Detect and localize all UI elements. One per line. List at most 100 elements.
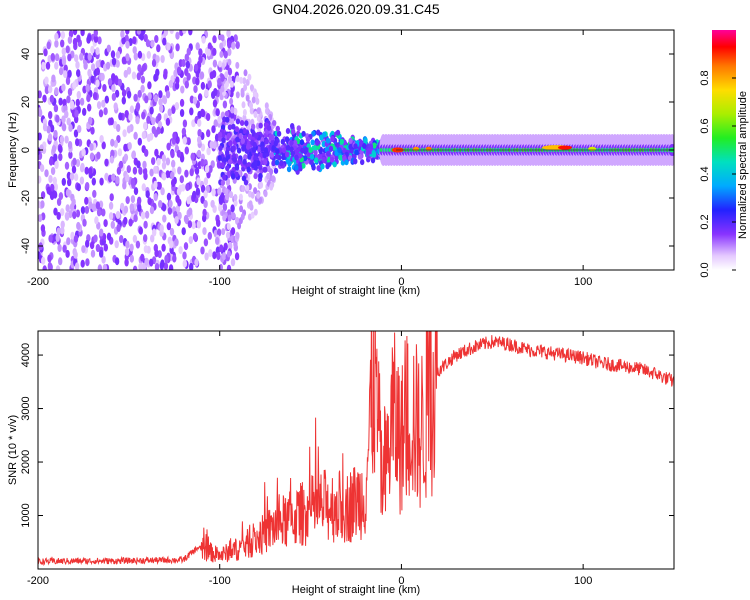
spectrogram-cell bbox=[104, 172, 109, 181]
spectrogram-cell bbox=[55, 114, 60, 123]
spectrogram-cell bbox=[95, 201, 101, 210]
spectrogram-cell bbox=[177, 211, 182, 220]
spectrogram-cell bbox=[48, 85, 53, 94]
spectrogram-cell bbox=[111, 57, 117, 66]
spectrogram-cell bbox=[215, 108, 220, 117]
spectrogram-cell bbox=[79, 164, 85, 173]
spectrogram-cell bbox=[111, 173, 116, 182]
spectrogram-cell bbox=[50, 183, 55, 192]
spectrogram-cell bbox=[90, 63, 96, 72]
spectrogram-cell bbox=[235, 232, 240, 240]
spectrogram-cell bbox=[121, 89, 127, 98]
spectrogram-cell bbox=[222, 174, 227, 181]
spectrogram-cell bbox=[200, 143, 206, 152]
spectrogram-cell bbox=[126, 165, 131, 174]
spectrogram-cell bbox=[224, 187, 229, 195]
spectrogram-cell bbox=[158, 90, 163, 99]
spectrogram-cell bbox=[238, 133, 243, 139]
colorbar-tick-label: 0.4 bbox=[699, 166, 711, 181]
spectrogram-x-label: Height of straight line (km) bbox=[292, 285, 420, 297]
spectrogram-cell bbox=[285, 144, 291, 151]
spectrogram-cell bbox=[101, 208, 106, 217]
spectrogram-cell bbox=[150, 234, 155, 243]
spectrogram-cell bbox=[106, 44, 112, 53]
spectrogram-cell bbox=[233, 194, 238, 201]
spectrogram-cell bbox=[103, 219, 108, 228]
spectrogram-cell bbox=[230, 258, 236, 267]
spectrogram-cell bbox=[171, 159, 176, 168]
spectrogram-cell bbox=[61, 177, 66, 186]
spectrogram-cell bbox=[58, 192, 64, 201]
spectrogram-cell bbox=[165, 90, 171, 99]
spectrogram-cell bbox=[111, 93, 117, 101]
spectrogram-cell bbox=[141, 183, 146, 192]
spectrogram-cell bbox=[263, 147, 269, 154]
spectrogram-cell bbox=[124, 110, 129, 118]
spectrogram-cell bbox=[227, 124, 233, 131]
spectrogram-cell bbox=[61, 123, 67, 132]
spectrogram-cell bbox=[172, 254, 177, 263]
spectrogram-cell bbox=[123, 205, 129, 214]
spectrogram-cell bbox=[202, 208, 207, 217]
spectrogram-cell bbox=[82, 107, 87, 116]
spectrogram-cell bbox=[88, 116, 93, 125]
spectrogram-cell bbox=[60, 31, 66, 40]
spectrogram-cell bbox=[354, 149, 359, 156]
spectrogram-cell bbox=[286, 166, 292, 173]
snr-y-ticks: 1000 2000 3000 4000 bbox=[20, 343, 674, 528]
spectrogram-cell bbox=[243, 154, 248, 161]
y-tick-label: 0 bbox=[20, 147, 32, 153]
spectrogram-cell bbox=[348, 143, 353, 150]
spectrogram-cell bbox=[68, 150, 73, 159]
spectrogram-cell bbox=[248, 200, 253, 208]
spectrogram-cell bbox=[103, 243, 109, 252]
spectrogram-cell bbox=[264, 102, 269, 110]
spectrogram-cell bbox=[271, 175, 276, 183]
spectrogram-cell bbox=[109, 193, 114, 202]
spectrogram-cell bbox=[332, 161, 337, 168]
spectrogram-cell bbox=[129, 254, 134, 263]
spectrogram-cell bbox=[137, 89, 142, 98]
spectrogram-cell bbox=[40, 224, 46, 233]
spectrogram-cell bbox=[203, 177, 209, 186]
spectrogram-cell bbox=[117, 78, 123, 87]
spectrogram-cell bbox=[208, 165, 213, 174]
spectrogram-cell bbox=[216, 252, 221, 261]
spectrogram-cell bbox=[225, 231, 230, 239]
spectrogram-cell bbox=[237, 158, 242, 165]
spectrogram-cell bbox=[242, 128, 247, 134]
spectrogram-cell bbox=[40, 200, 45, 209]
spectrogram-cell bbox=[220, 34, 225, 42]
spectrogram-cell bbox=[215, 236, 220, 245]
spectrogram-cell bbox=[51, 145, 57, 153]
spectrogram-cell bbox=[159, 224, 164, 233]
spectrogram-cell bbox=[54, 87, 59, 96]
spectrogram-cell bbox=[196, 149, 202, 158]
spectrogram-cell bbox=[184, 80, 189, 89]
spectrogram-cell bbox=[80, 206, 86, 215]
spectrogram-cell bbox=[233, 34, 238, 43]
spectrogram-cell bbox=[181, 59, 186, 67]
spectrogram-cell bbox=[353, 143, 358, 150]
spectrogram-cell bbox=[97, 264, 103, 270]
spectrogram-cell bbox=[128, 218, 133, 227]
spectrogram-cell bbox=[284, 151, 290, 158]
spectrogram-cell bbox=[234, 126, 240, 133]
spectrogram-cell bbox=[108, 212, 114, 221]
spectrogram-cell bbox=[182, 30, 187, 35]
spectrogram-cell bbox=[62, 70, 68, 79]
x-tick-label: -100 bbox=[209, 575, 231, 587]
spectrogram-cell bbox=[230, 227, 236, 236]
spectrogram-cell bbox=[123, 216, 128, 225]
spectrogram-cell bbox=[186, 72, 191, 81]
spectrogram-cell bbox=[205, 113, 211, 121]
spectrogram-cell bbox=[149, 258, 154, 267]
spectrogram-cell bbox=[299, 139, 305, 146]
spectrogram-cell bbox=[87, 52, 92, 61]
spectrogram-cell bbox=[273, 167, 279, 174]
spectrogram-cell bbox=[123, 143, 128, 152]
x-tick-label: -200 bbox=[27, 276, 49, 288]
spectrogram-cell bbox=[228, 241, 233, 250]
spectrogram-cell bbox=[88, 167, 93, 176]
spectrogram-cell bbox=[143, 172, 148, 181]
